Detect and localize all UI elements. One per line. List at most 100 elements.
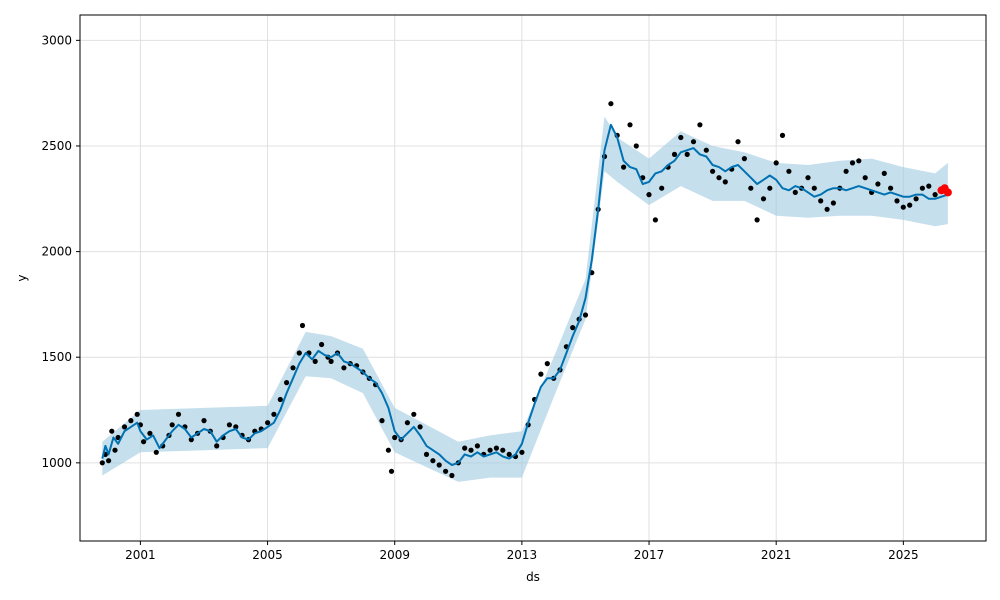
observed-point	[328, 358, 334, 364]
observed-point	[722, 179, 728, 185]
observed-point	[760, 196, 767, 202]
observed-point	[226, 422, 232, 428]
y-tick-label: 1000	[41, 456, 72, 470]
observed-point	[296, 350, 302, 356]
observed-point	[779, 132, 786, 138]
observed-point	[153, 449, 159, 455]
observed-point	[115, 434, 121, 441]
observed-point	[633, 143, 639, 149]
observed-point	[341, 365, 347, 371]
observed-point	[888, 185, 894, 191]
observed-point	[570, 325, 576, 331]
observed-point	[621, 164, 627, 170]
observed-point	[106, 458, 112, 464]
observed-point	[462, 445, 468, 451]
observed-point	[843, 168, 849, 174]
observed-point	[932, 192, 938, 198]
observed-point	[608, 101, 614, 107]
observed-point	[735, 139, 741, 145]
observed-point	[112, 447, 118, 453]
observed-point	[201, 418, 207, 424]
observed-point	[423, 451, 430, 457]
observed-point	[121, 424, 128, 430]
observed-point	[214, 443, 220, 449]
observed-point	[716, 175, 722, 181]
observed-point	[818, 198, 824, 204]
x-tick-label: 2013	[507, 548, 538, 562]
observed-point	[671, 151, 678, 157]
observed-point	[109, 428, 115, 434]
observed-point	[690, 139, 697, 145]
observed-point	[169, 422, 175, 428]
observed-point	[792, 189, 798, 195]
observed-point	[811, 185, 817, 191]
observed-point	[474, 443, 480, 449]
observed-point	[141, 439, 147, 445]
observed-point	[926, 183, 932, 189]
observed-point	[849, 160, 856, 166]
observed-point	[265, 420, 271, 426]
x-tick-label: 2005	[252, 548, 283, 562]
observed-point	[824, 206, 830, 212]
y-axis: 1000 1500 2000 2500 3000	[41, 33, 80, 470]
observed-point	[388, 468, 395, 474]
grid	[80, 15, 986, 541]
y-tick-label: 2500	[41, 139, 72, 153]
observed-point	[646, 192, 652, 198]
observed-point	[538, 371, 544, 377]
observed-point	[907, 202, 913, 208]
observed-point	[544, 361, 550, 367]
observed-point	[468, 447, 474, 453]
observed-point	[290, 365, 296, 371]
observed-point	[493, 445, 499, 451]
observed-point	[754, 217, 760, 223]
observed-point	[786, 168, 792, 174]
observed-point	[830, 200, 837, 206]
observed-point	[862, 175, 868, 181]
y-axis-label: y	[15, 274, 29, 281]
observed-point	[582, 312, 589, 318]
observed-point	[392, 434, 398, 441]
interval-band	[102, 116, 948, 482]
x-tick-label: 2021	[761, 548, 792, 562]
x-tick-label: 2001	[125, 548, 156, 562]
observed-point	[519, 449, 525, 455]
forecast-line-group	[101, 123, 949, 466]
observed-point	[312, 358, 318, 364]
observed-point	[449, 472, 455, 479]
observed-point	[99, 460, 105, 466]
observed-point	[710, 168, 716, 174]
observed-point	[913, 196, 919, 202]
observed-point	[741, 156, 748, 162]
observed-point	[284, 380, 290, 386]
plot-frame	[79, 14, 987, 542]
future-point	[943, 188, 952, 197]
observed-point	[697, 122, 703, 128]
future-points	[937, 184, 952, 197]
observed-point	[881, 170, 887, 176]
observed-point	[805, 175, 811, 181]
observed-point	[659, 185, 665, 191]
observed-point	[900, 204, 906, 210]
observed-point	[379, 418, 385, 424]
observed-point	[436, 462, 442, 468]
observed-point	[417, 424, 423, 430]
observed-point	[678, 134, 684, 141]
observed-point	[319, 341, 325, 348]
observed-point	[773, 160, 779, 166]
observed-point	[430, 458, 436, 464]
observed-point	[443, 468, 449, 474]
y-tick-label: 3000	[41, 33, 72, 47]
observed-point	[134, 411, 140, 417]
observed-point	[506, 451, 512, 457]
observed-point	[385, 447, 391, 453]
observed-point	[487, 447, 493, 453]
observed-point	[652, 217, 659, 223]
x-tick-label: 2009	[379, 548, 410, 562]
observed-point	[856, 158, 862, 164]
observed-point	[233, 424, 239, 430]
observed-point	[128, 418, 134, 424]
x-tick-label: 2017	[634, 548, 665, 562]
